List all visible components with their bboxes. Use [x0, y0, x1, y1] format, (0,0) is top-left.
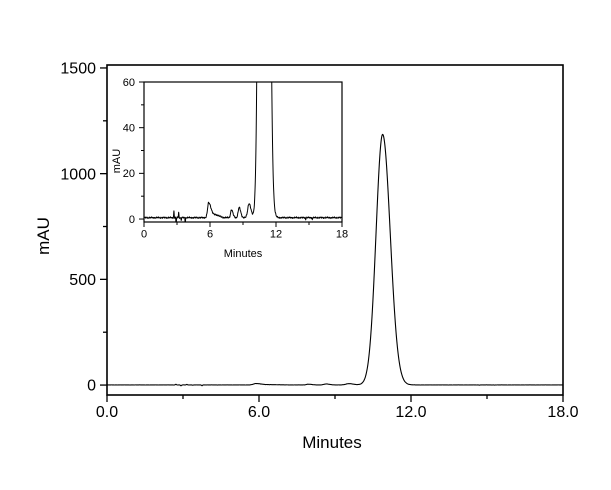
main-y-tick-label: 500	[69, 272, 96, 289]
inset-x-tick-label: 12	[270, 228, 282, 240]
inset-plot-frame	[143, 81, 343, 223]
main-y-axis-title: mAU	[34, 217, 53, 255]
main-y-tick-label: 0	[87, 378, 96, 395]
main-x-tick-label: 18.0	[547, 404, 578, 421]
inset-x-tick-label: 18	[336, 228, 348, 240]
main-axis-ticks	[100, 67, 564, 402]
inset-y-tick-label: 0	[129, 214, 135, 226]
main-x-axis-title: Minutes	[302, 433, 362, 452]
main-x-tick-label: 12.0	[395, 404, 426, 421]
inset-x-tick-label: 0	[141, 228, 147, 240]
main-x-tick-label: 6.0	[248, 404, 270, 421]
inset-tick-labels: 0 6 12 18 0 20 40 60	[123, 77, 348, 241]
inset-plot-background	[144, 82, 342, 222]
inset-y-tick-label: 60	[123, 77, 135, 89]
inset-y-axis-title: mAU	[111, 148, 123, 174]
inset-chromatogram-trace	[144, 82, 342, 222]
main-plot-frame	[106, 64, 564, 396]
inset-x-axis-title: Minutes	[223, 248, 263, 260]
main-y-tick-label: 1000	[60, 166, 96, 183]
main-y-tick-label: 1500	[60, 61, 96, 78]
inset-x-tick-label: 6	[207, 228, 213, 240]
inset-y-tick-label: 20	[123, 168, 135, 180]
main-chromatogram-trace	[107, 133, 563, 387]
inset-y-tick-label: 40	[123, 123, 135, 135]
main-x-tick-label: 0.0	[96, 404, 118, 421]
main-tick-labels: 0.0 6.0 12.0 18.0 0 500 1000 1500	[60, 61, 578, 422]
